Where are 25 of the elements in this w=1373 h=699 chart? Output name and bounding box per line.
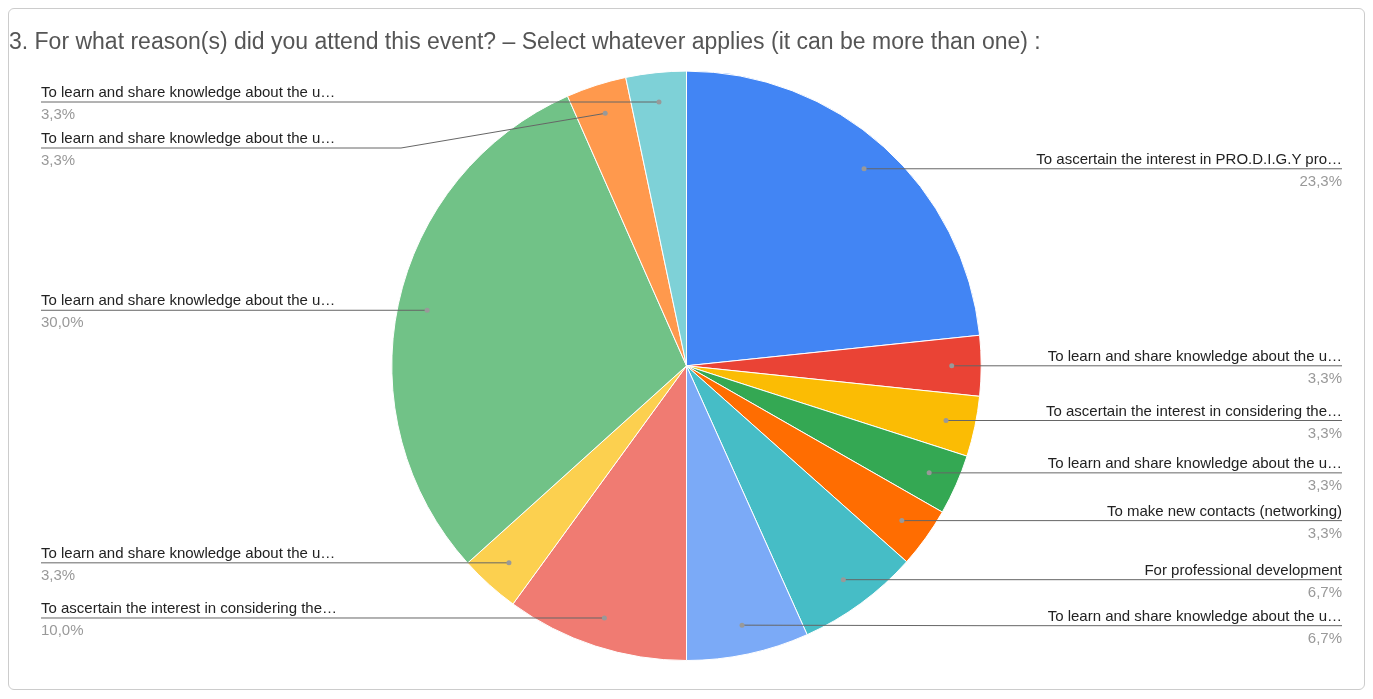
slice-label: To learn and share knowledge about the u… xyxy=(1047,346,1342,364)
data-label: 30,0% xyxy=(41,313,84,331)
slice-label: To learn and share knowledge about the u… xyxy=(41,291,336,309)
slice-label: To learn and share knowledge about the u… xyxy=(41,543,336,561)
data-label: 3,3% xyxy=(41,151,76,168)
data-label: 10,0% xyxy=(41,621,84,638)
data-label: 6,7% xyxy=(1307,582,1342,600)
slice-label: To learn and share knowledge about the u… xyxy=(1047,606,1342,624)
slice-label: To learn and share knowledge about the u… xyxy=(41,83,336,100)
slice-label: To ascertain the interest in PRO.D.I.G.Y pro… xyxy=(1036,149,1342,167)
slice-label: To ascertain the interest in considering the… xyxy=(41,599,337,616)
data-label: 3,3% xyxy=(1307,423,1342,441)
data-label: 3,3% xyxy=(1307,523,1342,541)
slice-label: For professional development xyxy=(1144,560,1343,578)
slice-label: To learn and share knowledge about the u… xyxy=(41,129,336,146)
data-label: 3,3% xyxy=(1307,475,1342,493)
data-label: 3,3% xyxy=(41,105,76,122)
data-label: 23,3% xyxy=(1299,171,1342,189)
slice-label: To ascertain the interest in considering the… xyxy=(1046,401,1342,419)
data-label: 3,3% xyxy=(1307,368,1342,386)
slice-label: To make new contacts (networking) xyxy=(1106,501,1342,519)
data-label: 6,7% xyxy=(1307,628,1342,646)
slice-label: To learn and share knowledge about the u… xyxy=(1047,453,1342,471)
chart-title: 3. For what reason(s) did you attend this event? – Select whatever applies (it can be more than one) : xyxy=(9,28,1041,55)
data-label: 3,3% xyxy=(41,565,76,583)
